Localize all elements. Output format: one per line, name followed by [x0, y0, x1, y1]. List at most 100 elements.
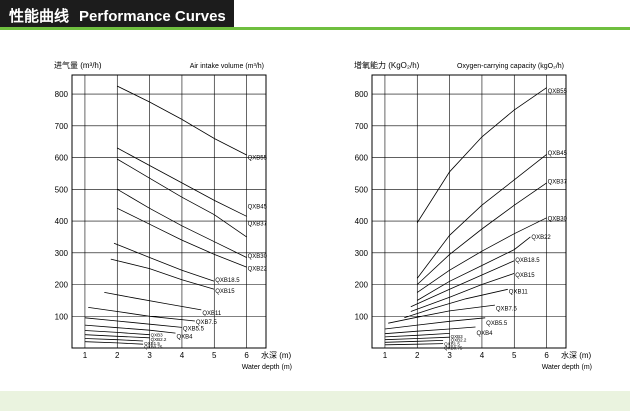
- c0-series-line-qxb55: [117, 85, 247, 156]
- c0-series-label-qxb5-5: QXB5.5: [183, 326, 205, 332]
- c0-ylabel-right: Air intake volume (m³/h): [190, 63, 264, 70]
- c1-ytick-200: 200: [355, 281, 369, 290]
- c1-series-line-qxb37: [417, 182, 547, 285]
- page-title: 性能曲线 Performance Curves: [9, 5, 226, 26]
- c0-series-label-qxb0-75: QXB0.75: [144, 345, 163, 350]
- c0-series-line-qxb18-5: [113, 242, 215, 282]
- c0-series-line-qxb15: [110, 258, 215, 290]
- c1-ytick-100: 100: [355, 312, 369, 321]
- c1-series-label-qxb11: QXB11: [509, 289, 529, 295]
- c0-ylabel-left: 进气量 (m³/h): [54, 60, 102, 70]
- c1-series-line-qxb5-5: [384, 317, 486, 330]
- c1-ytick-700: 700: [355, 122, 369, 131]
- c1-series-label-qxb7-5: QXB7.5: [496, 306, 518, 312]
- c0-ytick-800: 800: [55, 90, 69, 99]
- footer-band: [0, 391, 630, 411]
- c1-series-label-qxb15: QXB15: [515, 273, 535, 279]
- c1-ytick-400: 400: [355, 217, 369, 226]
- c0-series-line-qxb1-5: [84, 338, 144, 342]
- c1-series-line-qxb45: [416, 154, 547, 279]
- c0-series-line-qxb37: [117, 158, 247, 238]
- c0-xtick-5: 5: [212, 351, 217, 360]
- c1-ytick-800: 800: [355, 90, 369, 99]
- c0-series-label-qxb15: QXB15: [215, 289, 235, 295]
- c1-series-line-qxb15: [410, 273, 515, 312]
- c0-xtick-6: 6: [244, 351, 249, 360]
- c1-series-label-qxb2-2: QXB2.2: [451, 338, 467, 343]
- c1-series-label-qxb37: QXB37: [548, 179, 568, 185]
- c0-series-line-qxb0-75: [84, 341, 144, 345]
- page-title-en: Performance Curves: [79, 8, 226, 25]
- page-title-zh: 性能曲线: [9, 8, 70, 25]
- c0-xtick-3: 3: [147, 351, 152, 360]
- c1-ytick-500: 500: [355, 185, 369, 194]
- c1-series-label-qxb30: QXB30: [548, 216, 568, 222]
- c1-series-label-qxb5-5: QXB5.5: [486, 321, 508, 327]
- c0-plot-frame: [71, 74, 267, 349]
- c1-series-label-qxb55: QXB55: [548, 89, 568, 95]
- c1-series-line-qxb18-5: [410, 260, 515, 308]
- c1-series-label-qxb0-75: QXB0.75: [444, 345, 463, 350]
- c0-series-line-qxb22: [117, 207, 247, 268]
- c0-series-label-qxb45: QXB45: [248, 204, 268, 210]
- c1-series-line-qxb22: [417, 236, 531, 301]
- c1-series-line-qxb2-2: [384, 336, 450, 341]
- c1-xtick-1: 1: [383, 351, 388, 360]
- c0-series-label-qxb11: QXB11: [202, 311, 222, 317]
- c0-xtick-1: 1: [83, 351, 88, 360]
- header-accent-line: [0, 27, 630, 30]
- c1-series-label-qxb1-5: QXB1.5: [444, 342, 460, 347]
- c0-ytick-600: 600: [55, 154, 69, 163]
- c1-series-label-qxb3: QXB3: [451, 334, 464, 339]
- c1-series-line-qxb4: [384, 326, 476, 335]
- c0-series-label-qxb1-5: QXB1.5: [144, 341, 160, 346]
- c0-series-line-qxb45: [117, 147, 247, 217]
- c1-series-label-qxb22: QXB22: [531, 235, 551, 241]
- c1-series-line-qxb1-5: [384, 340, 444, 343]
- c0-series-label-qxb2-2: QXB2.2: [151, 337, 167, 342]
- c0-series-label-qxb3: QXB3: [151, 333, 164, 338]
- c0-series-line-qxb11: [104, 292, 202, 311]
- c0-series-label-qxb37: QXB37: [248, 222, 268, 228]
- c0-series-line-qxb2-2: [84, 334, 150, 339]
- c1-series-label-qxb18-5: QXB18.5: [515, 258, 540, 264]
- c0-ytick-100: 100: [55, 312, 69, 321]
- c0-series-line-qxb3: [84, 330, 150, 336]
- c1-series-line-qxb11: [404, 288, 508, 319]
- c0-series-label-qxb4: QXB4: [176, 335, 193, 341]
- c1-series-line-qxb3: [384, 333, 450, 338]
- c1-plot-frame: [371, 74, 567, 349]
- header-bar: [0, 0, 234, 27]
- oxygen-capacity-chart: 100 200 300 400 500 600 700 800 1 2 3 4 5 6 增氧能力 (KgO₂…: [354, 60, 592, 371]
- c0-series-label-qxb55: QXB55: [248, 156, 268, 162]
- c0-ytick-400: 400: [55, 217, 69, 226]
- c1-ytick-300: 300: [355, 249, 369, 258]
- c1-xtick-5: 5: [512, 351, 517, 360]
- c1-series-line-qxb7-5: [388, 304, 495, 324]
- c0-ytick-700: 700: [55, 122, 69, 131]
- c1-ylabel-left: 增氧能力 (KgO₂/h): [354, 60, 420, 70]
- c0-ytick-300: 300: [55, 249, 69, 258]
- c0-xtick-2: 2: [115, 351, 120, 360]
- air-intake-chart: 100 200 300 400 500 600 700 800 1 2 3 4 5 6 进气量 (m³/h)…: [54, 60, 292, 371]
- c1-xtick-6: 6: [544, 351, 549, 360]
- c0-ytick-500: 500: [55, 185, 69, 194]
- c0-xlabel-en: Water depth (m): [242, 364, 292, 371]
- c1-ytick-600: 600: [355, 154, 369, 163]
- c1-xlabel-en: Water depth (m): [542, 364, 592, 371]
- c0-ytick-200: 200: [55, 281, 69, 290]
- c0-xlabel-zh: 水深 (m): [261, 350, 292, 360]
- c1-series-line-qxb0-75: [384, 343, 444, 346]
- c1-series-label-qxb4: QXB4: [476, 331, 493, 337]
- header: 性能曲线 Performance Curves: [0, 0, 630, 30]
- c1-ylabel-right: Oxygen-carrying capacity (kgO₂/h): [457, 63, 564, 70]
- c1-series-line-qxb30: [417, 217, 547, 293]
- c0-series-line-qxb30: [117, 188, 247, 258]
- c0-series-label-qxb18-5: QXB18.5: [215, 278, 240, 284]
- c1-xtick-3: 3: [447, 351, 452, 360]
- c0-series-label-qxb7-5: QXB7.5: [196, 320, 218, 326]
- c0-xtick-4: 4: [180, 351, 185, 360]
- c1-xtick-2: 2: [415, 351, 420, 360]
- c0-series-line-qxb4: [84, 324, 176, 334]
- c1-series-label-qxb45: QXB45: [548, 151, 568, 157]
